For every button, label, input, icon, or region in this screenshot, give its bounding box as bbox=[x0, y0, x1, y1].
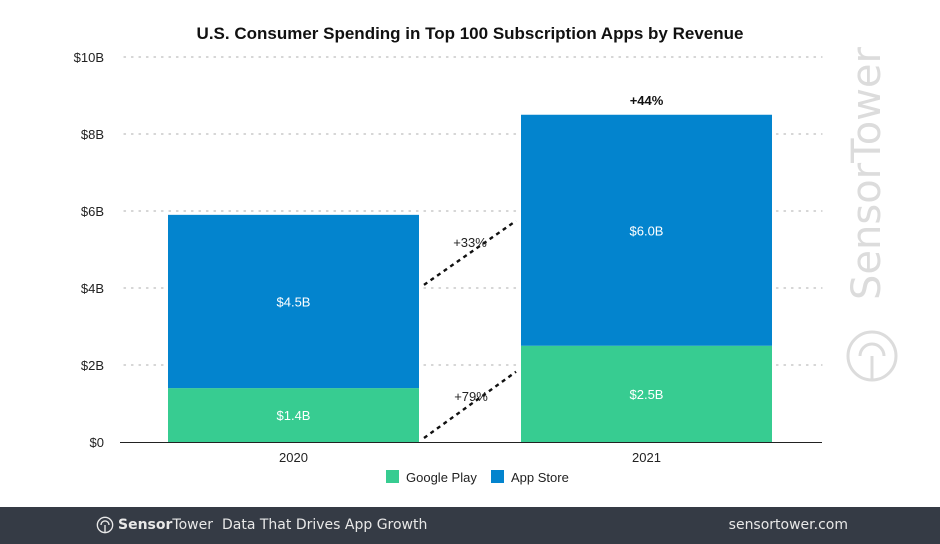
sensor-tower-watermark: SensorTower bbox=[844, 46, 898, 382]
y-tick-label: $0 bbox=[90, 435, 104, 450]
footer-website-link[interactable]: sensortower.com bbox=[728, 517, 848, 533]
legend-label-app-store: App Store bbox=[511, 470, 569, 485]
bars: $1.4B $4.5B $2.5B $6.0B bbox=[168, 114, 772, 442]
brand-name-light: Tower bbox=[172, 517, 213, 533]
footer-bar: Sensor Tower Data That Drives App Growth … bbox=[0, 507, 940, 544]
google-play-growth-label: +79% bbox=[454, 389, 488, 404]
y-tick-label: $6B bbox=[81, 204, 104, 219]
x-axis-ticks: 2020 2021 bbox=[279, 450, 661, 465]
y-tick-label: $4B bbox=[81, 281, 104, 296]
bar-value-label: $2.5B bbox=[630, 387, 664, 402]
legend: Google Play App Store bbox=[386, 470, 569, 485]
total-growth-label: +44% bbox=[630, 93, 664, 108]
x-tick-label: 2020 bbox=[279, 450, 308, 465]
chart-title: U.S. Consumer Spending in Top 100 Subscr… bbox=[197, 24, 744, 43]
legend-swatch-google-play bbox=[386, 470, 399, 483]
bar-value-label: $4.5B bbox=[277, 294, 311, 309]
bar-google-play-2021 bbox=[521, 345, 772, 442]
app-store-growth-label: +33% bbox=[453, 235, 487, 250]
x-tick-label: 2021 bbox=[632, 450, 661, 465]
chart: U.S. Consumer Spending in Top 100 Subscr… bbox=[74, 24, 898, 485]
footer-brand[interactable]: Sensor Tower bbox=[96, 516, 213, 534]
footer-tagline: Data That Drives App Growth bbox=[222, 517, 428, 533]
sensor-tower-logo-icon bbox=[96, 516, 114, 534]
google-play-growth-connector bbox=[423, 370, 517, 439]
bar-value-label: $1.4B bbox=[277, 408, 311, 423]
legend-swatch-app-store bbox=[491, 470, 504, 483]
bar-app-store-2021 bbox=[521, 114, 772, 346]
app-store-growth-connector bbox=[423, 219, 517, 286]
legend-label-google-play: Google Play bbox=[406, 470, 477, 485]
y-tick-label: $8B bbox=[81, 127, 104, 142]
sensor-tower-logo-icon bbox=[846, 330, 898, 382]
watermark-text: SensorTower bbox=[844, 46, 890, 300]
bar-google-play-2020 bbox=[168, 388, 419, 442]
y-tick-label: $10B bbox=[74, 50, 104, 65]
brand-name-bold: Sensor bbox=[118, 517, 173, 533]
y-axis-ticks: $0 $2B $4B $6B $8B $10B bbox=[74, 50, 104, 450]
y-tick-label: $2B bbox=[81, 358, 104, 373]
bar-app-store-2020 bbox=[168, 214, 419, 389]
bar-value-label: $6.0B bbox=[630, 223, 664, 238]
growth-connectors bbox=[423, 219, 517, 439]
